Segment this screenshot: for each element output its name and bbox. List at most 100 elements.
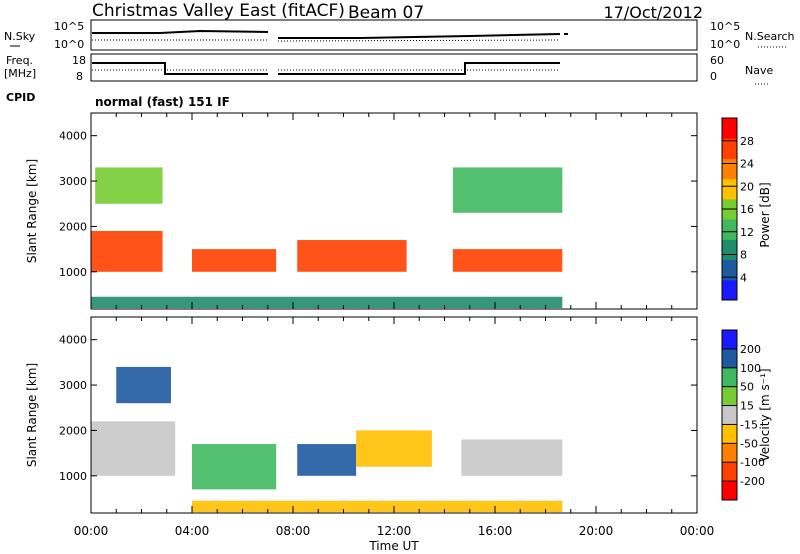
beam-label: Beam 07 [348,3,424,23]
velocity-colorbar-tick-label-1: 100 [740,362,761,375]
cpid-value: normal (fast) 151 IF [95,95,230,109]
velocity-colorbar-segment-3 [722,424,737,444]
xtick-label-1: 04:00 [175,524,210,538]
xtick-label-2: 08:00 [276,524,311,538]
velocity-ytick-label-1: 3000 [59,379,87,392]
power-band-1 [95,167,163,204]
nsky-tick-top: 10^5 [54,20,84,33]
xtick-labels: 00:00 04:00 08:00 12:00 16:00 20:00 00:00 [74,524,715,538]
power-xticks [90,113,698,309]
velocity-colorbar-tick-label-6: -100 [740,456,765,469]
velocity-ytick-label-2: 2000 [59,424,87,437]
power-colorbar-segment-6 [722,158,737,180]
power-colorbar-label: Power [dB] [758,182,772,247]
power-band-4 [452,249,563,272]
nsky-tick-bottom: 10^0 [54,38,84,51]
cpid-label: CPID [6,91,35,104]
velocity-colorbar-segment-0 [722,481,737,501]
velocity-colorbar-label: Velocity [m s⁻¹] [758,368,772,461]
power-colorbar-segment-5 [722,178,737,200]
velocity-colorbar-tick-label-2: 50 [740,381,754,394]
velocity-bands [91,366,563,513]
xtick-label-4: 16:00 [478,524,513,538]
station-title: Christmas Valley East (fitACF) [92,1,345,21]
velocity-colorbar-segment-5 [722,386,737,407]
power-colorbar-segment-3 [722,219,737,240]
nsky-strip: N.Sky 10^5 10^0 10^5 10^0 N.Search [4,19,795,51]
freq-tick-top: 18 [72,54,86,67]
xaxis-title: Time UT [368,539,419,553]
freq-label-2: [MHz] [4,67,36,80]
power-ytick-label-1: 3000 [59,175,87,188]
velocity-colorbar-tick-label-3: 15 [740,400,754,413]
power-colorbar-segment-8 [722,118,737,139]
nave-tick-bottom: 0 [710,70,717,83]
power-ytick-label-2: 2000 [59,220,87,233]
power-ylabel: Slant Range [km] [25,159,39,263]
power-colorbar-tick-label-2: 20 [740,180,754,193]
velocity-band-3 [297,444,357,476]
velocity-colorbar-segment-4 [722,405,737,425]
nave-tick-top: 60 [710,54,724,67]
velocity-ylabel: Slant Range [km] [25,363,39,467]
power-colorbar-tick-label-1: 24 [740,158,754,171]
nsky-frame [90,19,698,51]
freq-series [92,62,560,75]
velocity-yticks: 4000 3000 2000 1000 [59,334,697,483]
velocity-colorbar-segment-1 [722,462,737,482]
velocity-band-1 [116,366,171,404]
nsearch-series [92,39,561,42]
power-colorbar-tick-label-5: 8 [740,249,747,262]
power-band-6 [91,296,563,309]
velocity-panel: 4000 3000 2000 1000 Slant Range [km] [25,316,698,514]
xtick-label-0: 00:00 [74,524,109,538]
velocity-band-4 [356,430,432,467]
velocity-colorbar-segment-2 [722,443,737,463]
velocity-colorbar: 200 100 50 15 -15 -50 -100 -200 [721,329,765,501]
velocity-band-5 [461,439,563,476]
velocity-colorbar-tick-label-5: -50 [740,437,758,450]
power-band-2 [192,249,277,272]
velocity-xticks [90,317,698,513]
nsearch-tick-bottom: 10^0 [710,38,740,51]
power-band-5 [452,167,563,213]
freq-strip: Freq. [MHz] 18 8 60 0 Nave [4,53,773,85]
xtick-label-3: 12:00 [377,524,412,538]
velocity-colorbar-frame [721,329,738,501]
power-plot-area [91,113,697,309]
freq-label-1: Freq. [6,54,33,67]
power-colorbar-segment-0 [722,279,737,301]
xtick-label-5: 20:00 [579,524,614,538]
nave-label: Nave [745,64,773,77]
velocity-ytick-label-0: 4000 [59,334,87,347]
velocity-colorbar-segment-7 [722,348,737,369]
nsearch-tick-top: 10^5 [710,20,740,33]
nsearch-label: N.Search [745,30,795,43]
power-colorbar-tick-label-0: 28 [740,135,754,148]
power-bands [91,167,563,309]
power-band-0 [91,230,163,272]
velocity-colorbar-tick-label-4: -15 [740,418,758,431]
xtick-label-6: 00:00 [680,524,715,538]
date-label: 17/Oct/2012 [603,3,703,22]
velocity-colorbar-tick-label-0: 200 [740,343,761,356]
nsky-series [92,29,568,39]
nsky-label: N.Sky [4,30,36,43]
power-band-3 [297,240,407,272]
power-colorbar-segment-1 [722,259,737,281]
power-ytick-label-0: 4000 [59,130,87,143]
power-colorbar-tick-label-4: 12 [740,226,754,239]
power-colorbar: 28 24 20 16 12 8 4 [721,117,754,301]
velocity-band-2 [192,444,277,490]
velocity-plot-area [91,317,697,513]
velocity-band-6 [192,500,563,513]
power-colorbar-segment-7 [722,138,737,159]
power-colorbar-segment-2 [722,239,737,261]
velocity-colorbar-segment-6 [722,367,737,388]
power-colorbar-tick-label-3: 16 [740,203,754,216]
velocity-ytick-label-3: 1000 [59,470,87,483]
power-yticks: 4000 3000 2000 1000 [59,130,697,279]
power-colorbar-tick-label-6: 4 [740,271,747,284]
power-panel: 4000 3000 2000 1000 Slant Range [km] [25,112,698,310]
